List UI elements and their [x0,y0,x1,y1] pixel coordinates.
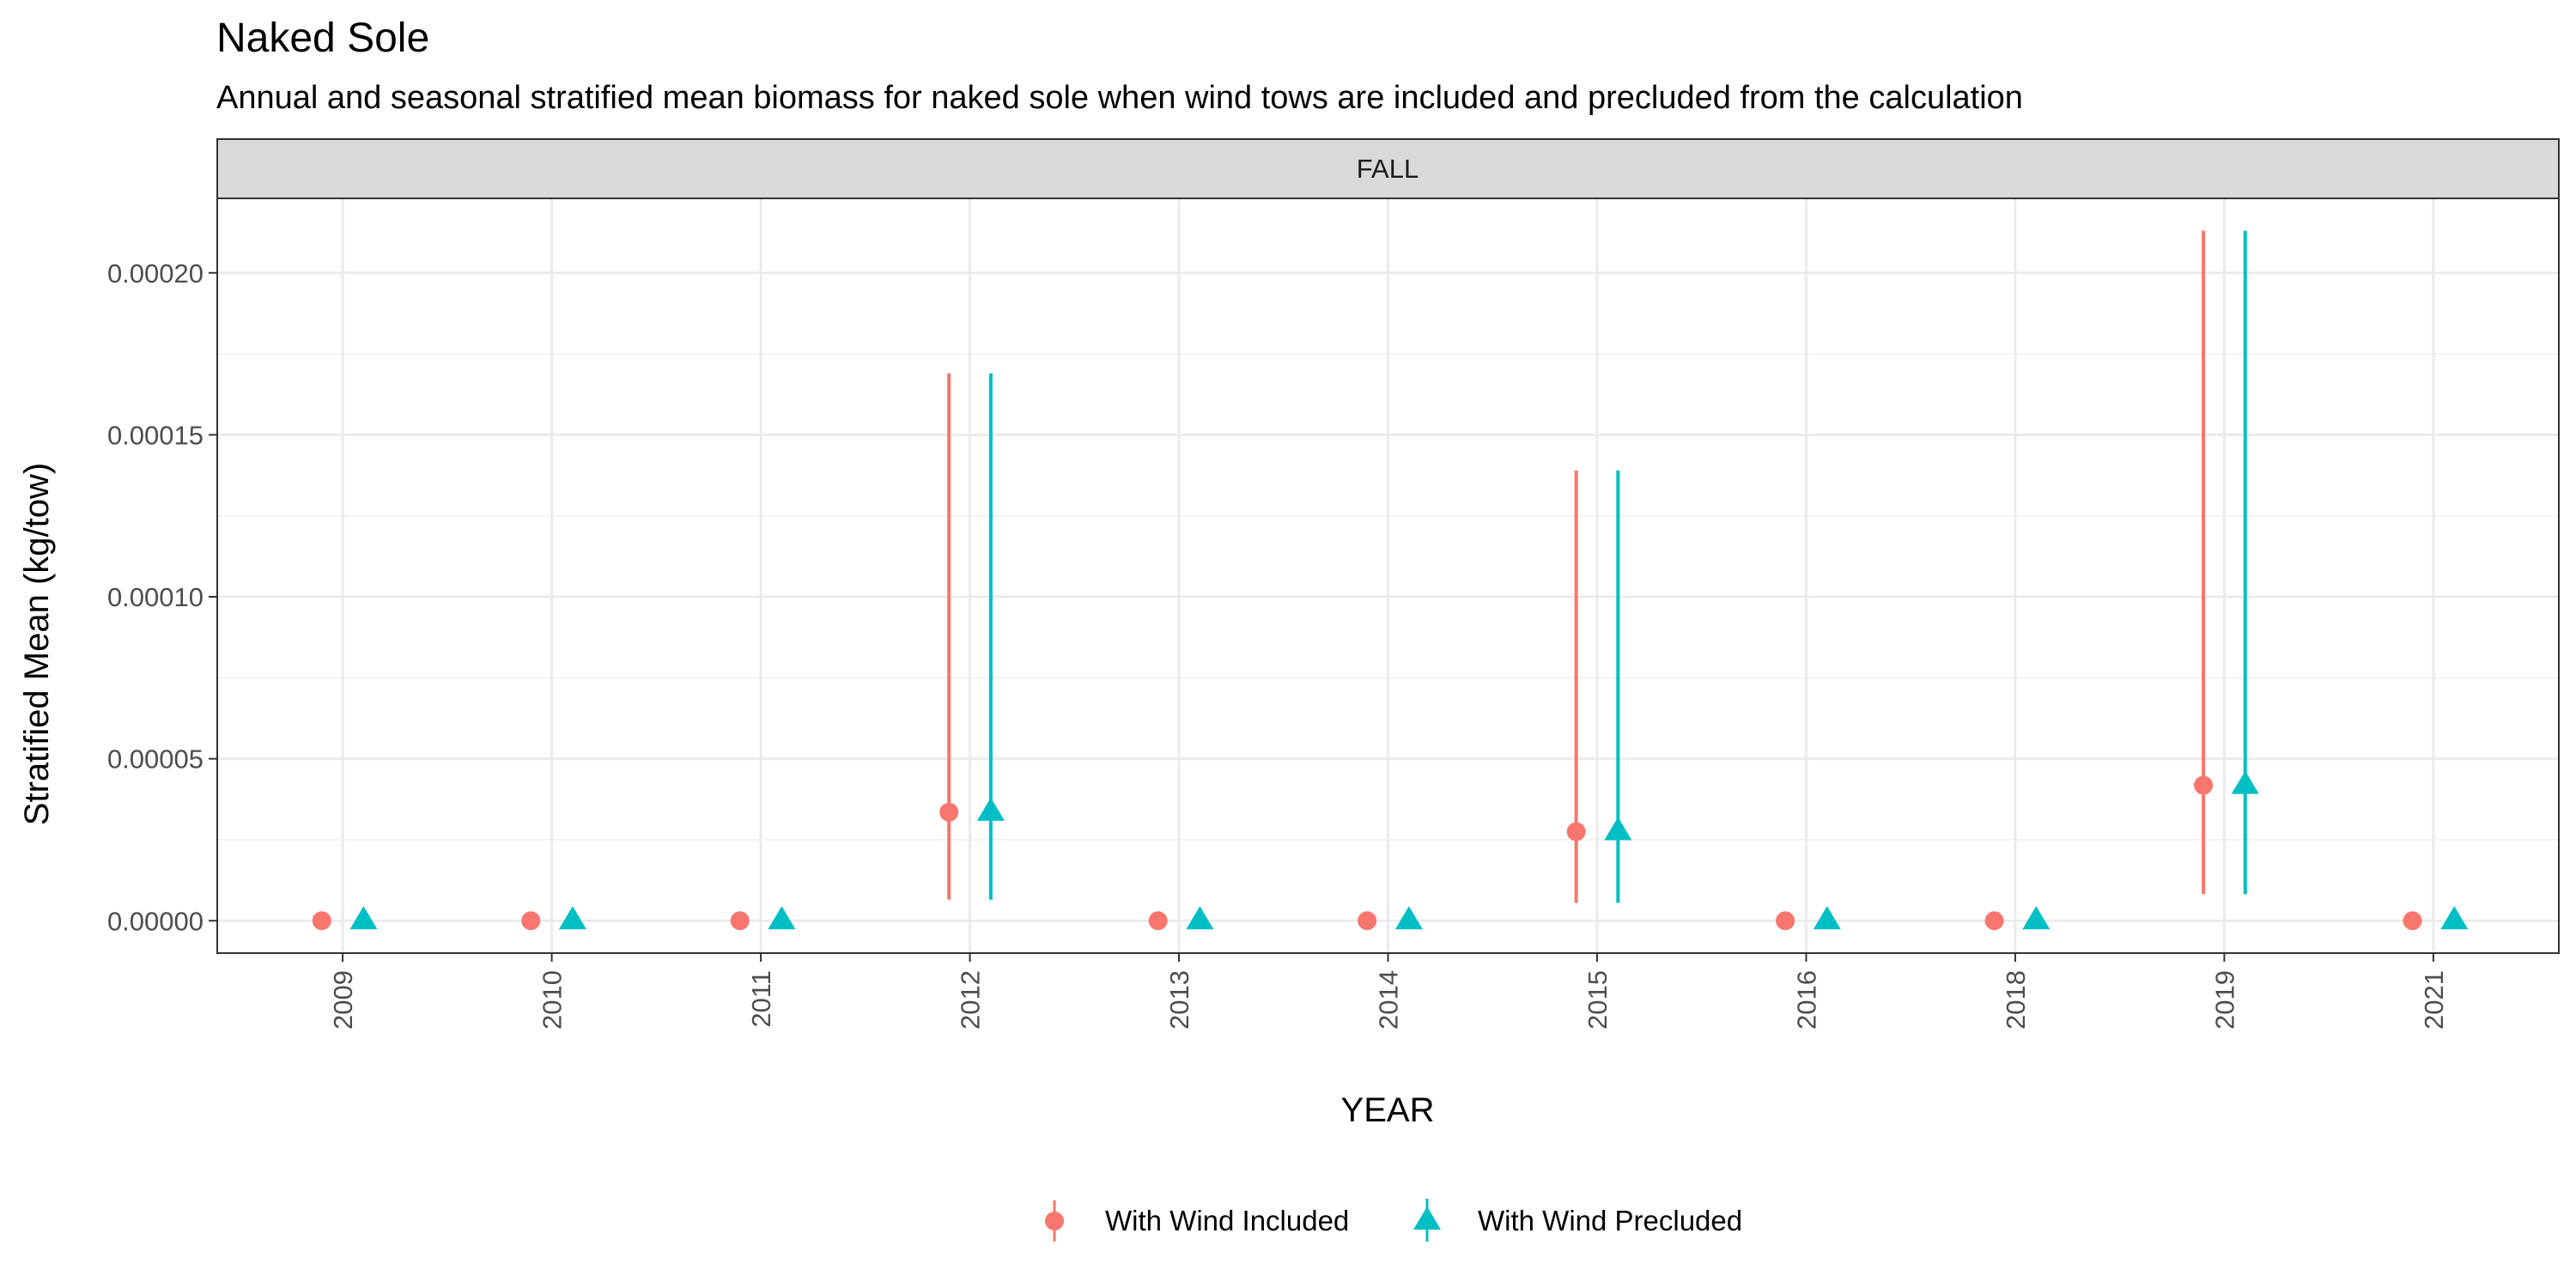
data-point [1813,906,1841,930]
data-point [2022,906,2050,930]
data-point [730,911,750,931]
data-point [558,906,586,930]
x-tick-label: 2010 [538,970,568,1030]
y-axis-title: Stratified Mean (kg/tow) [18,463,56,825]
x-tick-label: 2009 [328,970,358,1030]
x-tick-label: 2014 [1374,970,1404,1030]
x-tick-label: 2021 [2419,970,2449,1030]
series-wind-included [312,230,2422,931]
x-tick-label: 2012 [956,970,986,1030]
data-point [976,797,1005,821]
data-point [1358,911,1377,931]
x-tick-label: 2018 [2001,970,2031,1030]
y-tick-label: 0.00000 [107,906,204,936]
chart-title: Naked Sole [216,15,429,61]
data-point [1984,911,2004,931]
legend: With Wind Included With Wind Precluded [1045,1199,1742,1242]
data-point [1776,911,1795,931]
data-point [521,911,541,931]
data-point [1566,822,1586,841]
x-axis-title: YEAR [1341,1091,1435,1129]
data-point [1604,817,1632,841]
plot-border [216,197,2560,954]
series-wind-precluded [349,230,2469,930]
data-point [768,906,796,930]
y-tick-label: 0.00020 [107,258,204,289]
data-point [312,911,331,931]
legend-label-included: With Wind Included [1105,1205,1349,1236]
data-point [2440,906,2469,930]
legend-label-precluded: With Wind Precluded [1478,1205,1742,1236]
legend-key-marker-included [1045,1212,1064,1230]
data-point [1186,906,1214,930]
data-point [1148,911,1168,931]
chart-subtitle: Annual and seasonal stratified mean biom… [216,80,2023,116]
data-point [2231,770,2259,794]
data-point [2194,775,2214,795]
y-tick-label: 0.00005 [107,744,204,775]
x-tick-label: 2015 [1583,970,1613,1030]
x-tick-label: 2013 [1164,970,1194,1030]
y-tick-label: 0.00015 [107,420,204,450]
data-point [939,802,959,822]
x-tick-label: 2019 [2209,970,2239,1030]
x-tick-label: 2011 [746,970,776,1028]
plot-area: 0.00000 0.00005 0.00010 0.00015 0.00020 2009 2… [107,197,2560,1030]
legend-key-marker-precluded [1413,1206,1441,1230]
data-point [1394,906,1423,930]
facet-label: FALL [1357,154,1419,184]
data-point [2403,911,2422,931]
data-point [349,906,378,930]
facet-strip [216,138,2560,199]
y-tick-label: 0.00010 [107,582,204,612]
x-tick-label: 2016 [1791,970,1821,1030]
